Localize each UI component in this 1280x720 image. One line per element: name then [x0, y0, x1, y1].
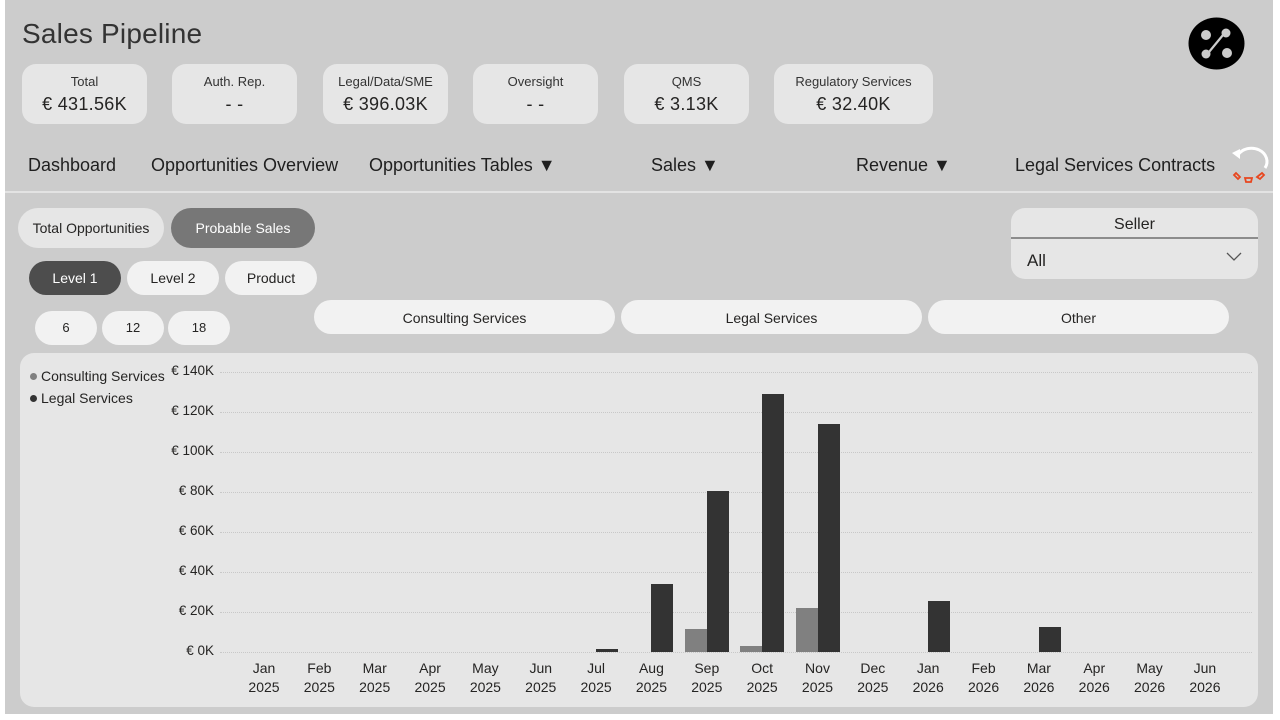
nav-legal-services-contracts[interactable]: Legal Services Contracts	[1015, 155, 1216, 175]
gridline	[220, 372, 1252, 373]
legend-dot-icon	[30, 394, 37, 402]
kpi-value: € 3.13K	[654, 94, 719, 114]
toggle-months-18[interactable]: 18	[168, 311, 230, 345]
monthly-sales-chart: Consulting Services Legal Services € 0K €…	[20, 353, 1258, 707]
seller-slicer-divider	[1011, 237, 1258, 239]
legend-label: Consulting Services	[41, 368, 165, 384]
y-axis-tick-label: € 60K	[178, 523, 214, 538]
x-axis-tick-label: Jul 2025	[580, 660, 612, 695]
x-axis-tick-label: Feb 2026	[967, 660, 1000, 695]
toggle-months-12[interactable]: 12	[102, 311, 164, 345]
x-axis-tick-label: Jan 2026	[912, 660, 944, 695]
gridline	[220, 532, 1252, 533]
bar-consulting-services[interactable]	[684, 629, 707, 652]
bar-legal-services[interactable]	[596, 649, 619, 652]
toggle-product[interactable]: Product	[225, 261, 317, 295]
gridline	[220, 652, 1252, 653]
nav-revenue[interactable]: Revenue ▼	[856, 155, 951, 175]
page-title: Sales Pipeline	[22, 18, 203, 49]
bar-consulting-services[interactable]	[740, 646, 763, 652]
x-axis-tick-label: Oct 2025	[746, 660, 778, 695]
kpi-card-legal-data-sme: Legal/Data/SME € 396.03K	[323, 64, 448, 124]
kpi-label: Regulatory Services	[795, 74, 912, 89]
bar-legal-services[interactable]	[928, 601, 951, 652]
kpi-value: - -	[526, 94, 545, 114]
x-axis-tick-label: Mar 2025	[359, 660, 391, 695]
y-axis-tick-label: € 40K	[178, 563, 214, 578]
x-axis-tick-label: Jan 2025	[248, 660, 280, 695]
x-axis-tick-label: Feb 2025	[303, 660, 335, 695]
gridline	[220, 412, 1252, 413]
x-axis-tick-label: Mar 2026	[1023, 660, 1055, 695]
bar-legal-services[interactable]	[1038, 627, 1061, 652]
category-other[interactable]: Other	[928, 300, 1229, 334]
bar-legal-services[interactable]	[651, 584, 674, 652]
nav-opportunities-tables[interactable]: Opportunities Tables ▼	[369, 155, 556, 175]
toggle-probable-sales[interactable]: Probable Sales	[171, 208, 315, 248]
kpi-card-regulatory-services: Regulatory Services € 32.40K	[774, 64, 933, 124]
legend-dot-icon	[30, 372, 37, 380]
seller-slicer-title: Seller	[1114, 216, 1155, 233]
report-canvas: Sales Pipeline Total € 431.56K Auth. Rep…	[5, 0, 1273, 714]
y-axis-tick-label: € 100K	[171, 443, 214, 458]
x-axis-tick-label: Sep 2025	[691, 660, 723, 695]
x-axis-tick-label: May 2026	[1134, 660, 1166, 695]
toggle-total-opportunities[interactable]: Total Opportunities	[18, 208, 164, 248]
seller-slicer: Seller All	[1011, 208, 1258, 279]
x-axis-tick-label: Aug 2025	[635, 660, 668, 695]
x-axis-tick-label: Jun 2025	[525, 660, 557, 695]
kpi-card-oversight: Oversight - -	[473, 64, 598, 124]
gridline	[220, 572, 1252, 573]
x-axis-tick-label: Jun 2026	[1189, 660, 1221, 695]
x-axis-tick-label: Apr 2026	[1078, 660, 1110, 695]
gridline	[220, 492, 1252, 493]
kpi-value: € 32.40K	[816, 94, 891, 114]
chevron-down-icon[interactable]	[1226, 252, 1242, 262]
bar-legal-services[interactable]	[706, 491, 729, 652]
kpi-value: € 396.03K	[343, 94, 428, 114]
chart-legend: Consulting Services Legal Services	[30, 365, 165, 409]
y-axis-tick-label: € 20K	[178, 603, 214, 618]
category-consulting-services[interactable]: Consulting Services	[314, 300, 615, 334]
category-legal-services[interactable]: Legal Services	[621, 300, 922, 334]
kpi-label: QMS	[671, 74, 702, 89]
kpi-label: Total	[70, 74, 99, 89]
toggle-months-6[interactable]: 6	[35, 311, 97, 345]
kpi-label: Oversight	[507, 74, 564, 89]
kpi-card-qms: QMS € 3.13K	[624, 64, 749, 124]
kpi-value: - -	[225, 94, 244, 114]
y-axis-tick-label: € 120K	[171, 403, 214, 418]
gridline	[220, 452, 1252, 453]
bar-legal-services[interactable]	[817, 424, 840, 652]
seller-dropdown[interactable]: All	[1027, 251, 1046, 270]
toggle-level-1[interactable]: Level 1	[29, 261, 121, 295]
kpi-label: Legal/Data/SME	[338, 74, 433, 89]
kpi-value: € 431.56K	[42, 94, 127, 114]
legend-item-legal[interactable]: Legal Services	[30, 387, 165, 409]
legend-label: Legal Services	[41, 390, 133, 406]
toggle-level-2[interactable]: Level 2	[127, 261, 219, 295]
bar-consulting-services[interactable]	[795, 608, 818, 652]
bar-legal-services[interactable]	[762, 394, 785, 652]
x-axis-tick-label: Apr 2025	[414, 660, 446, 695]
kpi-label: Auth. Rep.	[203, 74, 266, 89]
x-axis-tick-label: Dec 2025	[857, 660, 889, 695]
gridline	[220, 612, 1252, 613]
legend-item-consulting[interactable]: Consulting Services	[30, 365, 165, 387]
nav-opportunities-overview[interactable]: Opportunities Overview	[151, 155, 339, 175]
y-axis-tick-label: € 140K	[171, 363, 214, 378]
reset-filters-icon[interactable]	[1228, 143, 1272, 187]
x-axis-tick-label: Nov 2025	[801, 660, 834, 695]
logo-circle-icon	[1188, 17, 1245, 70]
y-axis-tick-label: € 80K	[178, 483, 214, 498]
kpi-card-total: Total € 431.56K	[22, 64, 147, 124]
x-axis-tick-label: May 2025	[469, 660, 501, 695]
nav-sales[interactable]: Sales ▼	[651, 155, 719, 175]
nav-divider	[5, 191, 1273, 193]
nav-dashboard[interactable]: Dashboard	[28, 155, 117, 175]
kpi-card-auth-rep: Auth. Rep. - -	[172, 64, 297, 124]
y-axis-tick-label: € 0K	[186, 643, 214, 658]
